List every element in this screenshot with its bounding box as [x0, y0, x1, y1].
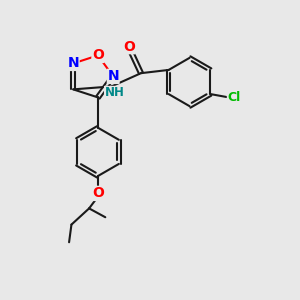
Text: O: O	[92, 48, 104, 62]
Text: Cl: Cl	[227, 91, 241, 103]
Text: O: O	[123, 40, 135, 54]
Text: O: O	[92, 186, 104, 200]
Text: N: N	[68, 56, 79, 70]
Text: N: N	[107, 69, 119, 83]
Text: NH: NH	[104, 86, 124, 99]
